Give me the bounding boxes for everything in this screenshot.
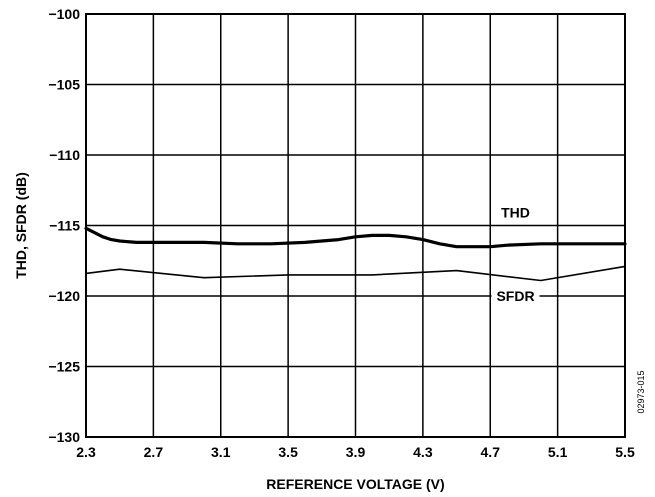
x-tick-label: 4.7 bbox=[481, 444, 501, 460]
y-tick-labels: −100 −105 −110 −115 −120 −125 −130 bbox=[48, 6, 80, 445]
x-tick-label: 2.3 bbox=[76, 444, 96, 460]
y-tick-label: −110 bbox=[49, 147, 80, 163]
y-tick-label: −105 bbox=[48, 77, 80, 93]
series-labels: THD SFDR bbox=[491, 204, 540, 304]
x-tick-label: 2.7 bbox=[144, 444, 164, 460]
y-tick-label: −120 bbox=[48, 288, 80, 304]
x-tick-label: 5.1 bbox=[548, 444, 568, 460]
y-tick-label: −100 bbox=[48, 6, 80, 22]
x-tick-label: 3.1 bbox=[211, 444, 231, 460]
y-tick-label: −130 bbox=[48, 429, 80, 445]
series-line-sfdr bbox=[85, 265, 626, 282]
x-axis-title: REFERENCE VOLTAGE (V) bbox=[266, 476, 444, 492]
x-tick-label: 4.3 bbox=[413, 444, 433, 460]
x-tick-labels: 2.3 2.7 3.1 3.5 3.9 4.3 4.7 5.1 5.5 bbox=[76, 444, 635, 460]
y-tick-label: −125 bbox=[48, 359, 80, 375]
series-label-sfdr: SFDR bbox=[496, 288, 534, 304]
series-label-background bbox=[496, 204, 535, 221]
series-line-thd bbox=[84, 226, 627, 249]
x-tick-label: 3.5 bbox=[278, 444, 298, 460]
y-axis-title: THD, SFDR (dB) bbox=[13, 172, 29, 279]
plot-frame bbox=[85, 13, 626, 438]
series-label-thd: THD bbox=[501, 205, 530, 221]
y-tick-label: −115 bbox=[49, 218, 80, 234]
figure-id: 02973-015 bbox=[636, 370, 646, 413]
series-lines bbox=[84, 226, 627, 282]
x-tick-label: 3.9 bbox=[346, 444, 366, 460]
x-tick-label: 5.5 bbox=[615, 444, 635, 460]
series-label-background bbox=[491, 287, 540, 304]
